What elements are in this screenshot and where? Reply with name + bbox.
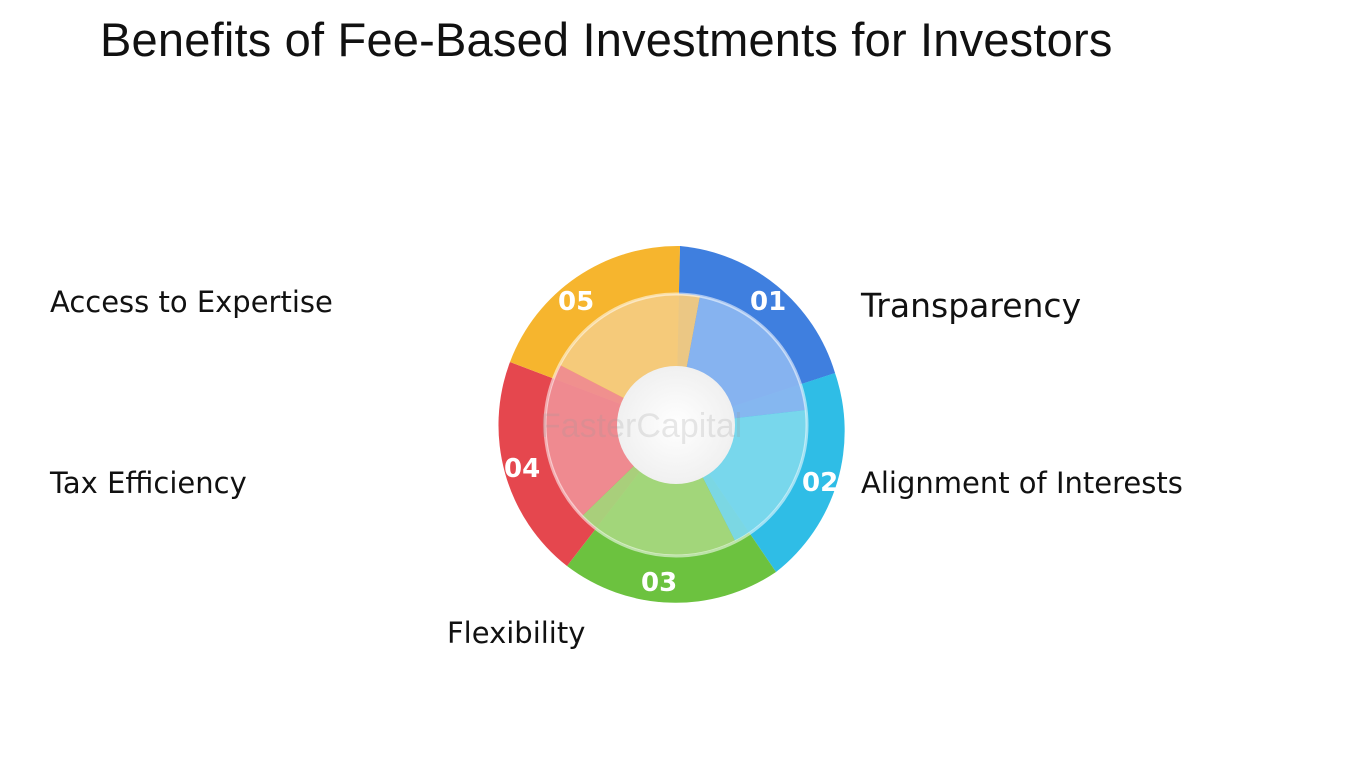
label-transparency: Transparency [861,286,1082,325]
segment-04-inner [545,365,676,516]
label-flexibility: Flexibility [447,616,586,650]
label-alignment-of-interests: Alignment of Interests [861,466,1183,500]
segment-number-05: 05 [558,287,594,317]
inner-ring-border [543,292,809,558]
label-tax-efficiency: Tax Efficiency [50,466,247,500]
page-title: Benefits of Fee-Based Investments for In… [100,13,1113,66]
segment-03-inner [582,425,735,556]
segment-number-02: 02 [802,468,838,498]
segment-number-03: 03 [641,568,677,598]
center-hole [617,366,735,484]
segment-number-04: 04 [504,454,540,484]
watermark: FasterCapital [540,407,742,445]
segment-number-01: 01 [750,287,786,317]
label-access-to-expertise: Access to Expertise [50,285,333,319]
